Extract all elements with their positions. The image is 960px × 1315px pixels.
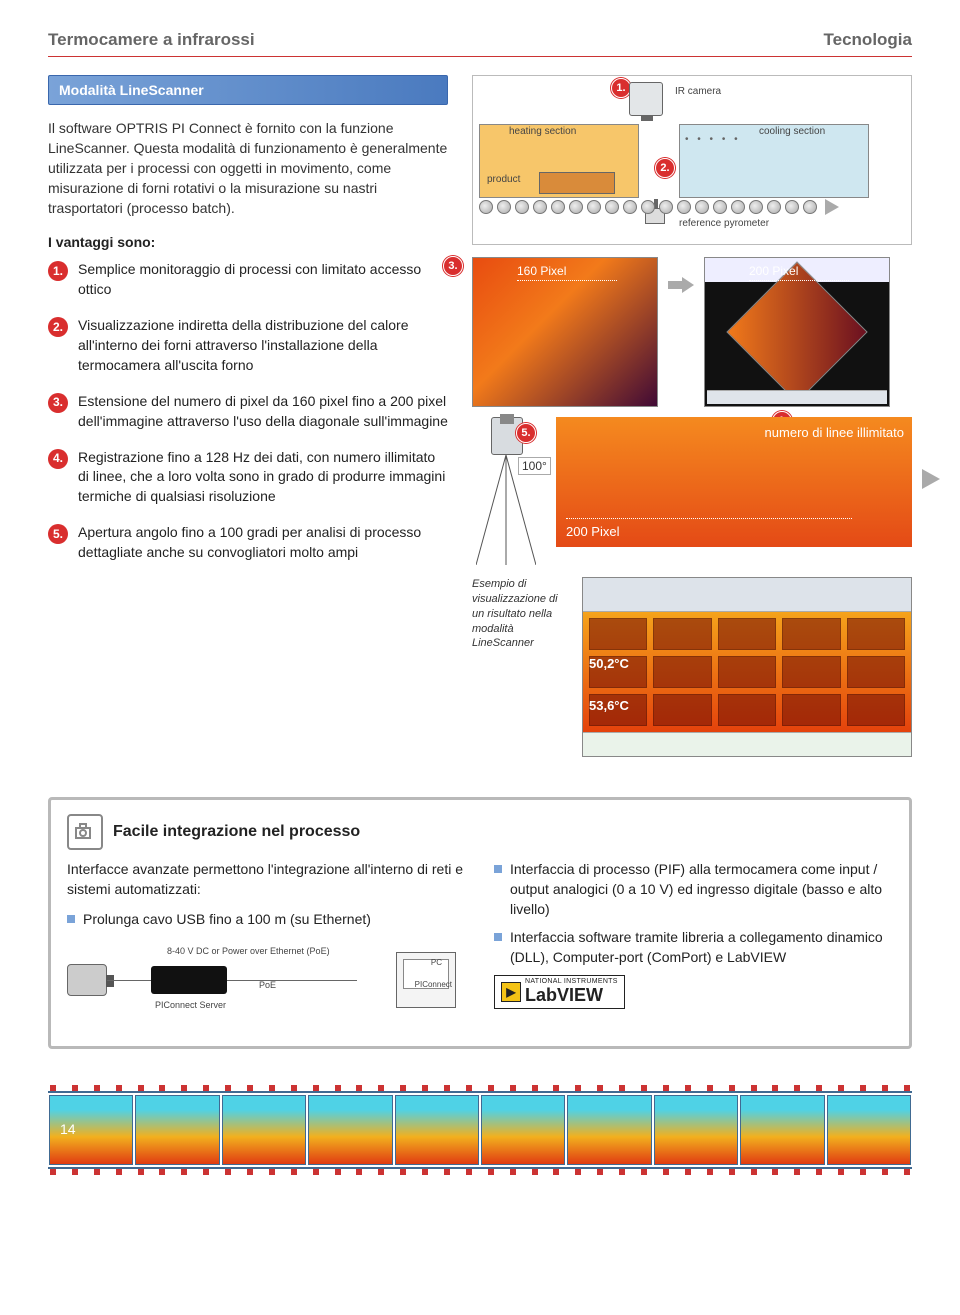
camera-fan: 5. 100° [472, 417, 542, 567]
advantage-4: Registrazione fino a 128 Hz dei dati, co… [78, 448, 448, 508]
num-badge-3: 3. [48, 393, 68, 413]
example-screenshot: 50,2°C 53,6°C [582, 577, 912, 757]
bullet-icon [494, 933, 502, 941]
thermal-160px: 3. 160 Pixel [472, 257, 658, 407]
header-left: Termocamere a infrarossi [48, 30, 255, 50]
camera-icon [67, 964, 107, 996]
right-bullet-1: Interfaccia di processo (PIF) alla termo… [510, 860, 893, 920]
arrow-right-icon [668, 277, 694, 293]
label-200px: 200 Pixel [749, 264, 849, 281]
badge-1: 1. [611, 78, 631, 98]
poe-short: PoE [259, 980, 276, 990]
bullet-icon [494, 865, 502, 873]
cooling-label: cooling section [759, 126, 825, 137]
temp-2: 53,6°C [589, 698, 629, 713]
example-caption: Esempio di visualizzazione di un risulta… [472, 577, 572, 757]
camera-icon [67, 814, 103, 850]
advantage-1: Semplice monitoraggio di processi con li… [78, 260, 448, 300]
pixel-diagonal-diagram: 3. 160 Pixel 200 Pixel [472, 257, 912, 407]
filmstrip-footer: 14 [48, 1085, 912, 1169]
arrow-right-icon [922, 469, 940, 489]
num-badge-2: 2. [48, 317, 68, 337]
fan-scan-diagram: 5. 100° 4. numero di linee illimitato 20… [472, 417, 912, 567]
example-block: Esempio di visualizzazione di un risulta… [472, 577, 912, 757]
unlimited-lines-label: numero di linee illimitato [765, 425, 904, 440]
label-160px: 160 Pixel [517, 264, 617, 281]
advantages-list: 1. Semplice monitoraggio di processi con … [48, 260, 448, 563]
ir-camera-icon [629, 82, 663, 116]
usb-ethernet-diagram: 8-40 V DC or Power over Ethernet (PoE) P… [67, 938, 466, 1028]
page-number: 14 [60, 1121, 76, 1137]
server-label: PIConnect Server [155, 1000, 226, 1010]
arrow-right-icon [825, 199, 839, 215]
integration-left-intro: Interfacce avanzate permettono l'integra… [67, 860, 466, 900]
poe-label: 8-40 V DC or Power over Ethernet (PoE) [167, 946, 330, 956]
pc-label: PC [431, 958, 442, 967]
section-title: Modalità LineScanner [48, 75, 448, 105]
right-bullet-2: Interfaccia software tramite libreria a … [510, 928, 893, 968]
conveyor-rollers [479, 198, 905, 216]
integration-box: Facile integrazione nel processo Interfa… [48, 797, 912, 1049]
angle-label: 100° [518, 457, 551, 475]
server-icon [151, 966, 227, 994]
page-header: Termocamere a infrarossi Tecnologia [48, 30, 912, 57]
advantage-2: Visualizzazione indiretta della distribu… [78, 316, 448, 376]
labview-text: LabVIEW [525, 985, 603, 1005]
labview-icon: ▶ [501, 982, 521, 1002]
integration-title: Facile integrazione nel processo [113, 823, 360, 841]
badge-2: 2. [655, 158, 675, 178]
pc-app-label: PIConnect [415, 980, 452, 989]
advantages-heading: I vantaggi sono: [48, 234, 448, 250]
advantage-5: Apertura angolo fino a 100 gradi per ana… [78, 523, 448, 563]
heating-label: heating section [509, 126, 576, 137]
cooling-dots: • • • • • [685, 134, 741, 145]
pixel-200-label: 200 Pixel [566, 524, 619, 539]
product-label: product [487, 174, 520, 185]
intro-text: Il software OPTRIS PI Connect è fornito … [48, 119, 448, 218]
bullet-icon [67, 915, 75, 923]
linescanner-band: numero di linee illimitato 200 Pixel [556, 417, 912, 547]
num-badge-4: 4. [48, 449, 68, 469]
ref-pyrometer-label: reference pyrometer [679, 218, 769, 229]
conveyor-diagram: 1. IR camera heating section • • • • • c… [472, 75, 912, 245]
product-box [539, 172, 615, 194]
labview-logo: ▶ NATIONAL INSTRUMENTS LabVIEW [494, 975, 893, 1009]
thermal-200px: 200 Pixel [704, 257, 890, 407]
advantage-3: Estensione del numero di pixel da 160 pi… [78, 392, 448, 432]
temp-1: 50,2°C [589, 656, 629, 671]
badge-3: 3. [443, 256, 463, 276]
labview-small: NATIONAL INSTRUMENTS [525, 978, 618, 985]
num-badge-5: 5. [48, 524, 68, 544]
badge-5: 5. [516, 423, 536, 443]
header-right: Tecnologia [824, 30, 912, 50]
left-bullet-1: Prolunga cavo USB fino a 100 m (su Ether… [83, 910, 371, 930]
ir-camera-label: IR camera [675, 86, 721, 97]
num-badge-1: 1. [48, 261, 68, 281]
